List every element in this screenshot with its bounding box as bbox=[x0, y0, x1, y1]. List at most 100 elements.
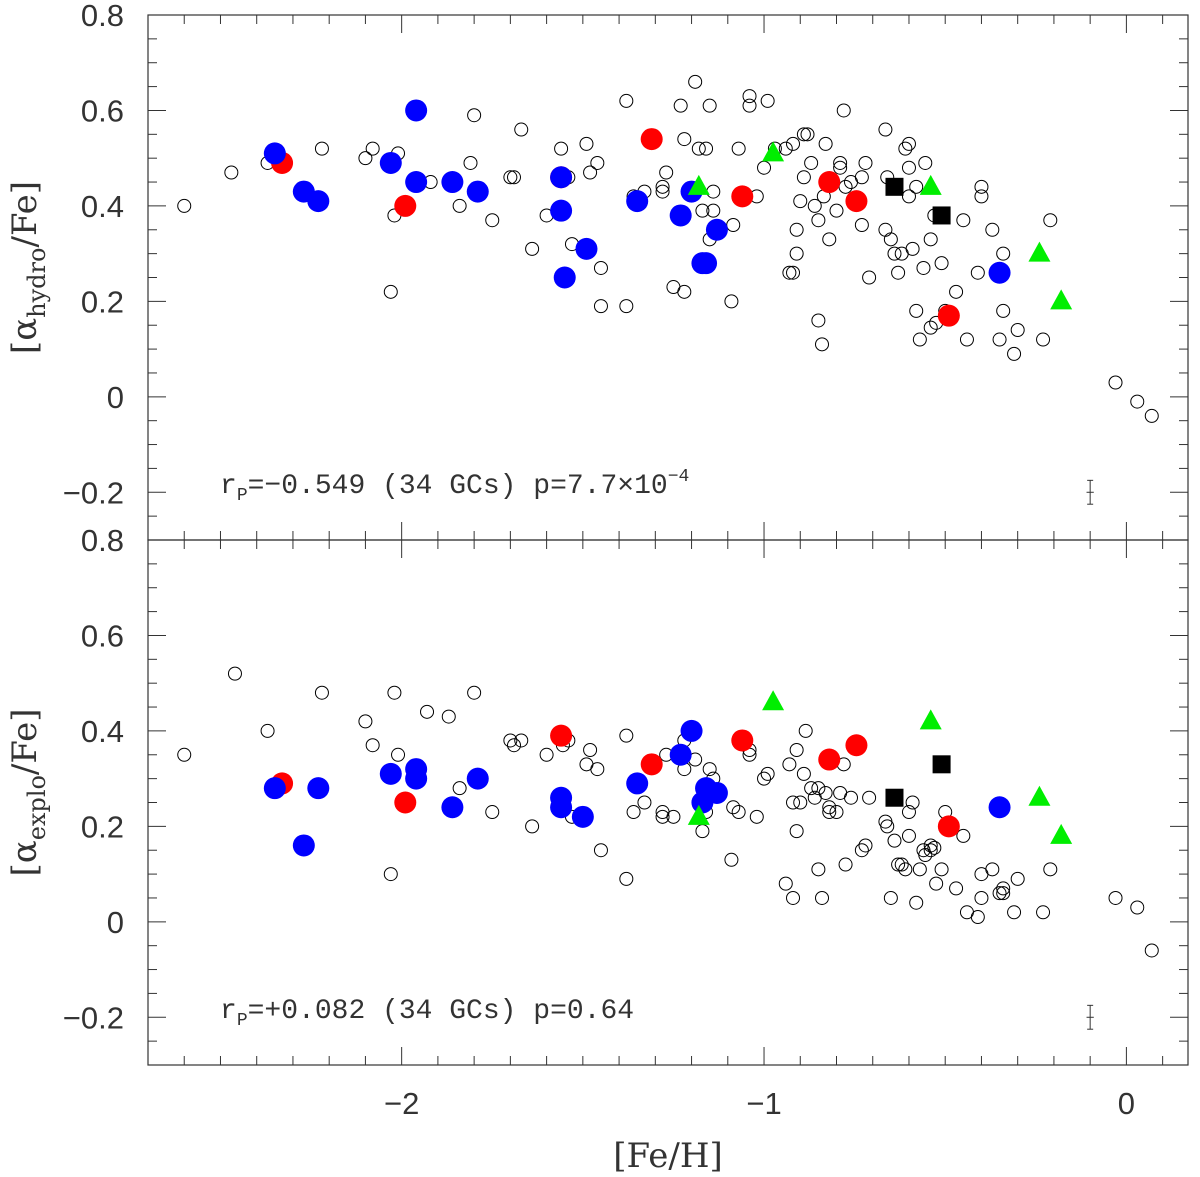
point-open-circle bbox=[807, 198, 822, 213]
point-open-circle bbox=[514, 733, 529, 748]
point-red-circle bbox=[731, 729, 754, 752]
point-open-circle bbox=[691, 141, 706, 156]
point-open-circle bbox=[891, 857, 906, 872]
point-open-circle bbox=[760, 93, 775, 108]
point-blue-circle bbox=[466, 767, 489, 790]
point-blue-circle bbox=[307, 777, 330, 800]
point-open-circle bbox=[836, 103, 851, 118]
point-blue-circle bbox=[292, 834, 315, 857]
x-axis-label: [Fe/H] bbox=[613, 1136, 723, 1176]
point-open-circle bbox=[677, 284, 692, 299]
point-open-circle bbox=[365, 141, 380, 156]
point-blue-circle bbox=[988, 261, 1011, 284]
point-open-circle bbox=[970, 265, 985, 280]
point-open-circle bbox=[1144, 943, 1159, 958]
point-black-square bbox=[885, 788, 904, 807]
point-open-circle bbox=[1144, 408, 1159, 423]
point-open-circle bbox=[798, 723, 813, 738]
point-open-circle bbox=[757, 771, 772, 786]
point-blue-circle bbox=[553, 266, 576, 289]
point-blue-circle bbox=[405, 99, 428, 122]
point-open-circle bbox=[923, 843, 938, 858]
point-open-circle bbox=[789, 246, 804, 261]
x-tick-label: 0 bbox=[1118, 1086, 1135, 1121]
point-open-circle bbox=[815, 890, 830, 905]
point-open-circle bbox=[822, 800, 837, 815]
point-open-circle bbox=[862, 270, 877, 285]
point-open-circle bbox=[918, 155, 933, 170]
point-open-circle bbox=[878, 122, 893, 137]
point-open-circle bbox=[706, 184, 721, 199]
point-open-circle bbox=[503, 170, 518, 185]
point-green-triangle bbox=[762, 141, 785, 162]
point-open-circle bbox=[757, 160, 772, 175]
point-open-circle bbox=[1007, 346, 1022, 361]
point-open-circle bbox=[619, 299, 634, 314]
point-open-circle bbox=[314, 141, 329, 156]
point-blue-circle bbox=[669, 743, 692, 766]
y-axis-label: [αhydro/Fe] bbox=[5, 181, 51, 354]
point-open-circle bbox=[883, 890, 898, 905]
point-open-circle bbox=[996, 246, 1011, 261]
point-blue-circle bbox=[571, 805, 594, 828]
point-open-circle bbox=[909, 303, 924, 318]
point-red-circle bbox=[845, 734, 868, 757]
point-open-circle bbox=[858, 155, 873, 170]
point-open-circle bbox=[996, 886, 1011, 901]
point-open-circle bbox=[905, 795, 920, 810]
point-open-circle bbox=[655, 184, 670, 199]
point-open-circle bbox=[996, 303, 1011, 318]
point-open-circle bbox=[695, 824, 710, 839]
point-open-circle bbox=[929, 876, 944, 891]
point-open-circle bbox=[786, 890, 801, 905]
point-open-circle bbox=[593, 843, 608, 858]
point-open-circle bbox=[789, 743, 804, 757]
point-black-square bbox=[932, 206, 951, 225]
point-open-circle bbox=[1036, 905, 1051, 920]
point-open-circle bbox=[583, 743, 598, 757]
point-open-circle bbox=[996, 881, 1011, 896]
point-open-circle bbox=[949, 284, 964, 299]
point-open-circle bbox=[659, 165, 674, 180]
point-open-circle bbox=[822, 805, 837, 820]
point-black-square bbox=[885, 177, 904, 196]
point-open-circle bbox=[854, 170, 869, 185]
point-open-circle bbox=[974, 890, 989, 905]
point-open-circle bbox=[970, 910, 985, 925]
point-open-circle bbox=[880, 819, 895, 834]
point-open-circle bbox=[467, 108, 482, 123]
point-blue-circle bbox=[626, 772, 649, 795]
x-tick-label: −2 bbox=[384, 1086, 419, 1121]
point-open-circle bbox=[923, 320, 938, 335]
point-open-circle bbox=[862, 790, 877, 805]
point-green-triangle bbox=[687, 174, 710, 195]
point-open-circle bbox=[782, 757, 797, 772]
point-open-circle bbox=[789, 824, 804, 839]
point-open-circle bbox=[1130, 394, 1145, 409]
y-tick-label: −0.2 bbox=[63, 1000, 124, 1035]
point-open-circle bbox=[778, 141, 793, 156]
point-open-circle bbox=[833, 155, 848, 170]
point-open-circle bbox=[898, 862, 913, 877]
point-open-circle bbox=[590, 155, 605, 170]
y-tick-label: 0.4 bbox=[81, 189, 124, 224]
point-open-circle bbox=[934, 256, 949, 271]
point-open-circle bbox=[177, 747, 192, 762]
point-open-circle bbox=[956, 828, 971, 843]
point-open-circle bbox=[1010, 323, 1025, 337]
point-red-circle bbox=[394, 194, 417, 217]
point-red-circle bbox=[550, 724, 573, 747]
point-blue-circle bbox=[263, 777, 286, 800]
y-tick-label: 0.8 bbox=[81, 0, 124, 33]
point-open-circle bbox=[800, 127, 815, 142]
point-open-circle bbox=[854, 218, 869, 232]
point-open-circle bbox=[702, 98, 717, 113]
point-open-circle bbox=[506, 738, 521, 753]
point-open-circle bbox=[843, 790, 858, 805]
point-open-circle bbox=[726, 218, 741, 232]
point-open-circle bbox=[778, 876, 793, 891]
point-open-circle bbox=[365, 738, 380, 753]
point-open-circle bbox=[838, 857, 853, 872]
point-open-circle bbox=[901, 136, 916, 151]
